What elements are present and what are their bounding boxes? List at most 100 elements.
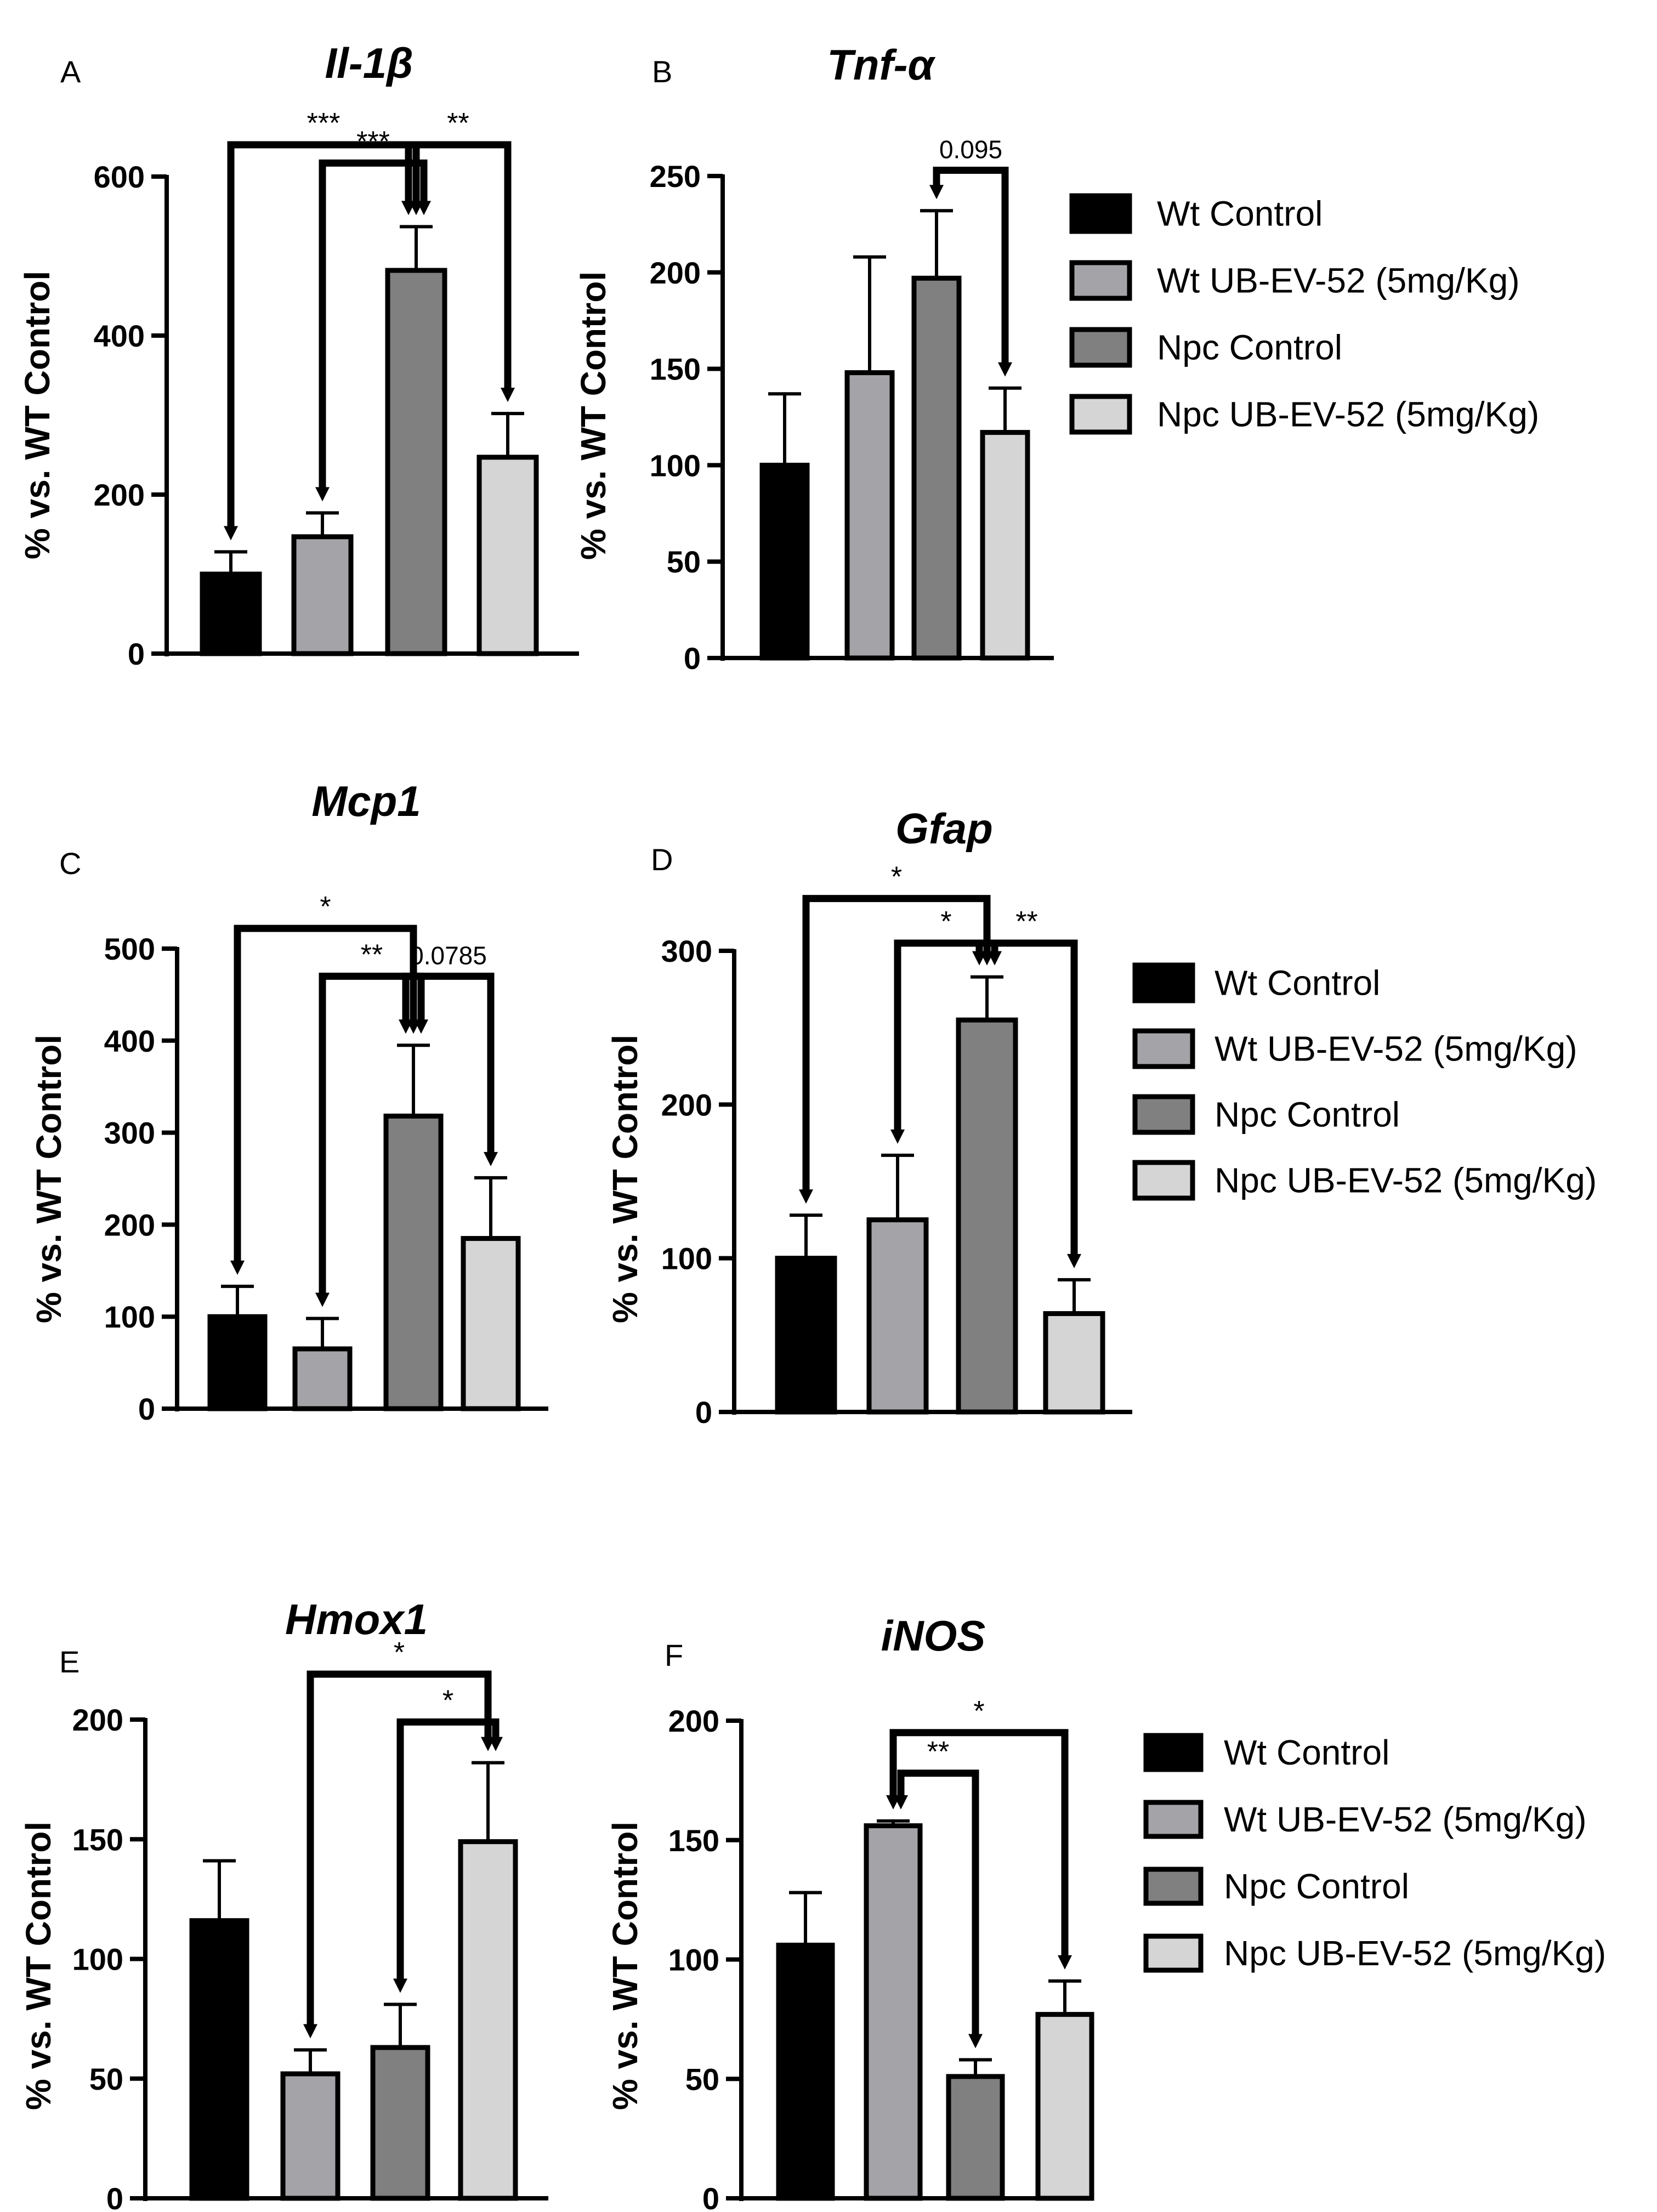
panel-b-y-axis-label: % vs. WT Control <box>574 271 613 560</box>
panel-c-y-tick-label: 200 <box>104 1207 155 1242</box>
panel-a-significance-bracket <box>319 159 428 489</box>
panel-e-significance-label: * <box>442 1684 453 1716</box>
panel-b-bar-wt-control <box>759 462 810 661</box>
panel-f-bar-npc-control <box>946 2074 1005 2201</box>
panel-a-letter: A <box>60 54 81 89</box>
legend-label-npc-control: Npc Control <box>1157 328 1342 367</box>
legend-swatch-wt-ub-ev-52-5mg-kg <box>1069 260 1132 301</box>
panel-c-bar-wt-ub-ev-52-5mg-kg <box>292 1346 353 1411</box>
panel-a-significance-label: *** <box>307 107 341 139</box>
panel-e-significance-label: * <box>394 1637 405 1669</box>
panel-b-y-tick-label: 50 <box>667 545 701 579</box>
panel-c-bar-wt-control <box>207 1314 268 1411</box>
panel-f-y-tick-label: 150 <box>668 1823 719 1858</box>
panel-f-significance-arrow <box>1058 1955 1072 1970</box>
panel-c-significance-label: ** <box>361 939 383 971</box>
panel-e-significance-arrow <box>393 1978 407 1993</box>
panel-c-y-tick-label: 100 <box>104 1300 155 1334</box>
panel-d-letter: D <box>651 842 673 877</box>
panel-b-bar-wt-ub-ev-52-5mg-kg <box>844 370 895 661</box>
panel-a-bar-wt-ub-ev-52-5mg-kg <box>291 534 354 656</box>
panel-e-significance-arrow <box>303 2024 317 2039</box>
panel-a-significance-arrow <box>501 388 515 402</box>
panel-a-significance-arrow <box>401 201 416 215</box>
panel-e-bar-wt-ub-ev-52-5mg-kg <box>280 2071 341 2201</box>
panel-d-bar-npc-ub-ev-52-5mg-kg <box>1043 1311 1105 1415</box>
panel-d-significance-bracket <box>894 939 998 1131</box>
panel-c-letter: C <box>59 846 81 881</box>
panel-c-y-tick-label: 0 <box>138 1392 155 1426</box>
panel-e-bar-npc-control <box>370 2045 430 2201</box>
panel-a-significance-arrow <box>315 487 330 502</box>
panel-e-y-tick-label: 50 <box>89 2062 123 2096</box>
panel-a-significance-bracket <box>227 141 420 528</box>
panel-b-bar-npc-ub-ev-52-5mg-kg <box>980 430 1030 661</box>
panel-f-legend: Wt Control Wt UB-EV-52 (5mg/Kg) Npc Contro… <box>1143 1733 1606 1973</box>
panel-f-y-tick-label: 200 <box>668 1704 719 1738</box>
panel-a-title: Il-1β <box>325 39 413 87</box>
panel-d-significance-label: ** <box>1015 906 1037 938</box>
panel-a-y-axis-label: % vs. WT Control <box>18 271 57 559</box>
panel-a-significance-label: *** <box>356 126 390 157</box>
panel-d-significance-arrow <box>890 1129 905 1144</box>
panel-a-y-tick-label: 400 <box>94 319 145 353</box>
panel-f-significance-arrow <box>894 1795 908 1810</box>
panel-d-significance-bracket <box>975 939 1078 1255</box>
panel-d-significance-label: * <box>940 906 951 938</box>
panel-e-bar-wt-control <box>189 1918 249 2201</box>
panel-f-title: iNOS <box>881 1612 986 1660</box>
panel-b-letter: B <box>652 54 672 89</box>
panel-d-significance-arrow <box>1067 1254 1081 1268</box>
panel-e-y-tick-label: 200 <box>72 1703 123 1737</box>
legend-swatch-npc-ub-ev-52-5mg-kg <box>1069 394 1132 435</box>
panel-a-y-tick-label: 600 <box>94 160 145 194</box>
panel-d-significance-bracket <box>802 895 991 1191</box>
panel-f-significance-arrow <box>968 2034 983 2049</box>
legend-swatch-npc-control <box>1069 327 1132 368</box>
panel-e-significance-bracket <box>396 1718 500 1980</box>
panel-c-y-tick-label: 500 <box>104 932 155 966</box>
legend-swatch-npc-ub-ev-52-5mg-kg <box>1143 1933 1204 1973</box>
panel-d-significance-arrow <box>799 1189 813 1204</box>
legend-label-wt-ub-ev-52-5mg-kg: Wt UB-EV-52 (5mg/Kg) <box>1224 1800 1587 1839</box>
panel-a-significance-arrow <box>224 526 238 541</box>
panel-a-bar-wt-control <box>200 571 262 656</box>
panel-a-y-tick-label: 200 <box>94 478 145 512</box>
panel-a-significance-label: ** <box>447 107 469 139</box>
panel-e-y-axis-label: % vs. WT Control <box>19 1822 58 2110</box>
panel-d-bar-npc-control <box>956 1017 1018 1415</box>
panel-f-y-axis-label: % vs. WT Control <box>605 1822 645 2110</box>
panel-d-bar-wt-ub-ev-52-5mg-kg <box>866 1217 929 1415</box>
panel-b: B Tnf-α % vs. WT Control 0 50 100 150 200 250 0.0… <box>574 41 1539 676</box>
panel-b-y-tick-label: 200 <box>650 256 701 290</box>
legend-swatch-wt-control <box>1143 1733 1204 1772</box>
panel-b-significance-arrow <box>929 185 944 200</box>
panel-c-significance-bracket <box>402 972 495 1153</box>
panel-d-y-tick-label: 300 <box>661 934 712 968</box>
panel-d-bar-wt-control <box>775 1256 837 1415</box>
panel-f-significance-label: ** <box>927 1736 949 1768</box>
panel-e-title: Hmox1 <box>285 1595 428 1643</box>
panel-c-y-tick-label: 400 <box>104 1024 155 1058</box>
panel-a-bar-npc-control <box>385 268 447 656</box>
panel-e-significance-bracket <box>307 1670 492 2026</box>
legend-label-wt-control: Wt Control <box>1157 194 1323 234</box>
panel-d-significance-label: * <box>891 861 902 893</box>
panel-c-significance-arrow <box>315 1292 330 1307</box>
panel-e: E Hmox1 % vs. WT Control 0 50 100 150 200 * * <box>19 1595 548 2212</box>
panel-f-y-tick-label: 0 <box>702 2181 719 2212</box>
panel-f-bar-wt-ub-ev-52-5mg-kg <box>864 1823 923 2201</box>
panel-c-significance-arrow <box>399 1019 413 1034</box>
legend-swatch-wt-control <box>1069 193 1132 234</box>
legend-label-wt-control: Wt Control <box>1224 1733 1389 1772</box>
panel-c-significance-arrow <box>414 1019 428 1034</box>
legend-label-npc-ub-ev-52-5mg-kg: Npc UB-EV-52 (5mg/Kg) <box>1215 1161 1597 1200</box>
panel-b-y-tick-label: 100 <box>650 448 701 483</box>
panel-c-significance-bracket <box>319 972 425 1294</box>
panel-e-y-tick-label: 0 <box>106 2181 123 2212</box>
panel-b-significance-arrow <box>998 362 1012 377</box>
legend-label-npc-ub-ev-52-5mg-kg: Npc UB-EV-52 (5mg/Kg) <box>1224 1933 1606 1973</box>
